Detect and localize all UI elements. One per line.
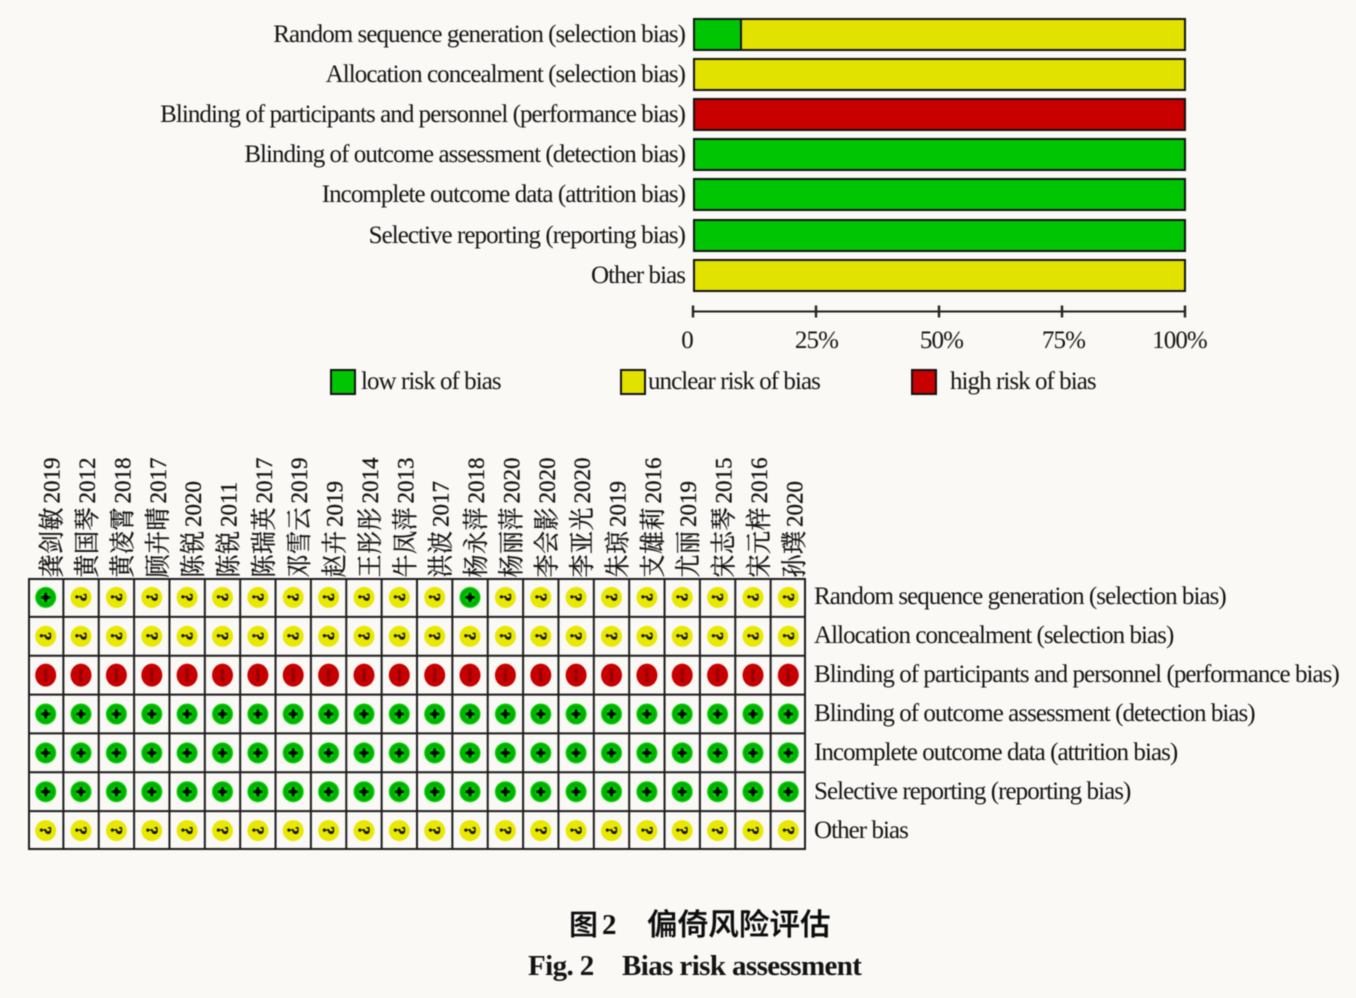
svg-text:2020: 2020 — [499, 458, 524, 504]
svg-text:2020: 2020 — [570, 458, 595, 504]
svg-text:2019: 2019 — [323, 481, 348, 527]
svg-text:2019: 2019 — [606, 481, 631, 527]
svg-text:2018: 2018 — [110, 458, 135, 504]
svg-text:2011: 2011 — [217, 482, 242, 527]
svg-text:2018: 2018 — [464, 458, 489, 504]
svg-text:2: 2 — [602, 909, 617, 941]
svg-text:2017: 2017 — [429, 481, 454, 527]
svg-text:2017: 2017 — [146, 458, 171, 504]
svg-text:2019: 2019 — [40, 458, 65, 504]
svg-text:2019: 2019 — [676, 481, 701, 527]
svg-text:2016: 2016 — [641, 458, 666, 504]
svg-text:2013: 2013 — [393, 458, 418, 504]
svg-text:2016: 2016 — [747, 458, 772, 504]
svg-text:2019: 2019 — [287, 458, 312, 504]
svg-text:2012: 2012 — [75, 458, 100, 504]
svg-text:2015: 2015 — [712, 458, 737, 504]
svg-text:2020: 2020 — [535, 458, 560, 504]
svg-text:2017: 2017 — [252, 458, 277, 504]
svg-text:2020: 2020 — [181, 481, 206, 527]
svg-text:2014: 2014 — [358, 457, 383, 504]
svg-text:2020: 2020 — [782, 481, 807, 527]
